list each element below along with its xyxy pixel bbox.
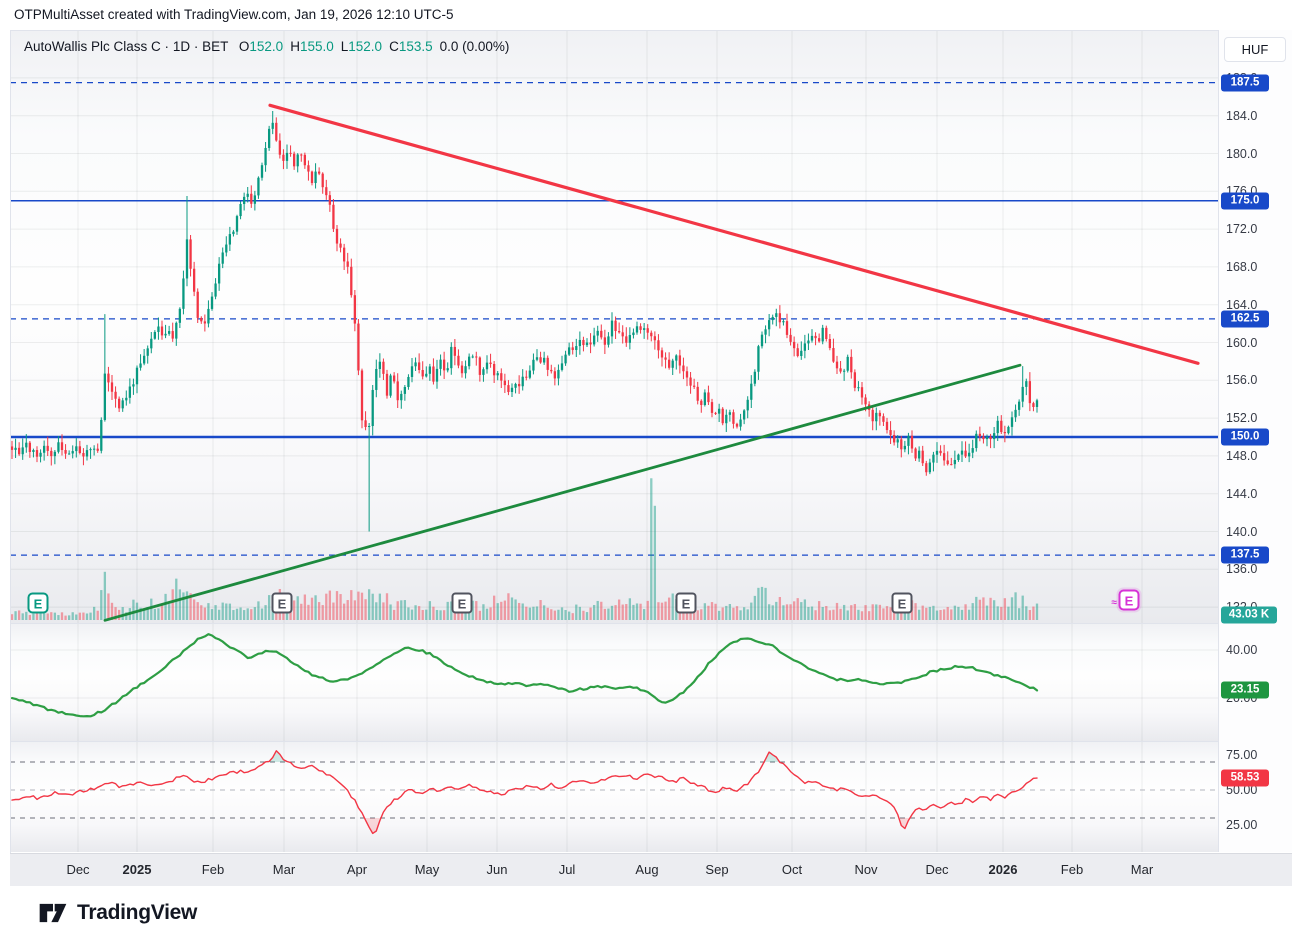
time-axis[interactable]: Dec 2025 Feb Mar Apr May Jun Jul Aug Sep Oct Nov Dec…	[10, 853, 1292, 886]
time-label-apr: Apr	[346, 862, 368, 877]
symbol-name[interactable]: AutoWallis Plc Class C	[24, 39, 161, 54]
ohlc-value: 152.0	[249, 39, 284, 54]
price-tick: 172.0	[1226, 222, 1258, 237]
pane-separator-1[interactable]	[10, 623, 1292, 624]
time-label-may: May	[414, 862, 440, 877]
tradingview-logo-text: TradingView	[77, 901, 198, 924]
time-label-sep: Sep	[705, 862, 729, 877]
ohlc-value: 155.0	[299, 39, 334, 54]
indicator-value-badge: 23.15	[1221, 681, 1269, 699]
projected-earnings-prefix: ≈	[1111, 597, 1118, 609]
price-tick: 140.0	[1226, 524, 1258, 539]
time-label-feb: Feb	[1060, 862, 1084, 877]
price-level-badge: 137.5	[1221, 546, 1269, 564]
time-label-2026: 2026	[988, 862, 1018, 877]
time-label-aug: Aug	[635, 862, 659, 877]
price-pane[interactable]	[10, 30, 1218, 623]
earnings-marker-icon[interactable]: E	[675, 592, 697, 614]
exchange-label[interactable]: BET	[202, 39, 229, 54]
indicator-pane-1[interactable]	[10, 624, 1218, 741]
price-tick: 156.0	[1226, 373, 1258, 388]
time-label-oct: Oct	[781, 862, 803, 877]
earnings-marker-icon[interactable]: E	[891, 592, 913, 614]
pane-separator-2[interactable]	[10, 741, 1292, 742]
price-level-badge: 162.5	[1221, 310, 1269, 328]
tradingview-logo-icon	[39, 903, 67, 923]
earnings-marker-icon[interactable]: E	[271, 592, 293, 614]
watermark-header: OTPMultiAsset created with TradingView.c…	[14, 7, 453, 22]
ohlc-value: 153.5	[398, 39, 433, 54]
chart-left-border	[10, 30, 11, 885]
price-tick: 136.0	[1226, 562, 1258, 577]
price-tick: 148.0	[1226, 448, 1258, 463]
price-tick: 180.0	[1226, 146, 1258, 161]
tradingview-logo[interactable]: TradingView	[38, 901, 197, 925]
watermark-text: OTPMultiAsset created with TradingView.c…	[14, 7, 454, 22]
ohlc-value: 152.0	[348, 39, 383, 54]
interval-label[interactable]: 1D	[172, 39, 191, 54]
time-label-dec: Dec	[925, 862, 949, 877]
currency-toggle-button[interactable]: HUF	[1224, 37, 1286, 62]
ohlc-values: O152.0 H155.0 L152.0 C153.5 0.0 (0.00%)	[232, 39, 510, 54]
price-tick: 144.0	[1226, 486, 1258, 501]
price-level-badge: 175.0	[1221, 192, 1269, 210]
price-tick: 152.0	[1226, 411, 1258, 426]
price-axis[interactable]: 188.0184.0180.0176.0172.0168.0164.0160.0…	[1218, 30, 1292, 852]
price-level-badge: 150.0	[1221, 428, 1269, 446]
price-tick: 164.0	[1226, 297, 1258, 312]
time-label-mar: Mar	[1130, 862, 1154, 877]
ohlc-letter: L	[340, 39, 349, 54]
legend-separator-2: ·	[193, 39, 199, 54]
indicator-pane-2[interactable]	[10, 742, 1218, 852]
time-label-mar: Mar	[272, 862, 296, 877]
earnings-marker-icon[interactable]: E ≈	[1112, 589, 1140, 611]
price-tick: 168.0	[1226, 259, 1258, 274]
time-label-nov: Nov	[854, 862, 878, 877]
legend-separator-1: ·	[164, 39, 170, 54]
pane2-tick: 40.00	[1226, 643, 1258, 657]
pane3-tick: 25.00	[1226, 818, 1258, 832]
ohlc-letter: O	[238, 39, 250, 54]
time-label-2025: 2025	[122, 862, 152, 877]
time-label-dec: Dec	[66, 862, 90, 877]
earnings-marker-icon[interactable]: E	[27, 592, 49, 614]
ohlc-letter: C	[389, 39, 399, 54]
time-label-jul: Jul	[558, 862, 576, 877]
symbol-legend[interactable]: AutoWallis Plc Class C · 1D · BET O152.0…	[24, 39, 509, 54]
price-tick: 184.0	[1226, 108, 1258, 123]
price-level-badge: 187.5	[1221, 74, 1269, 92]
pane3-tick: 75.00	[1226, 748, 1258, 762]
change-value: 0.0 (0.00%)	[439, 39, 510, 54]
volume-value-badge: 43.03 K	[1221, 606, 1277, 624]
rsi-value-badge: 58.53	[1221, 769, 1269, 787]
earnings-marker-icon[interactable]: E	[451, 592, 473, 614]
time-label-jun: Jun	[486, 862, 508, 877]
ohlc-letter: H	[290, 39, 300, 54]
chart-top-border	[10, 30, 1292, 31]
time-label-feb: Feb	[201, 862, 225, 877]
price-tick: 160.0	[1226, 335, 1258, 350]
